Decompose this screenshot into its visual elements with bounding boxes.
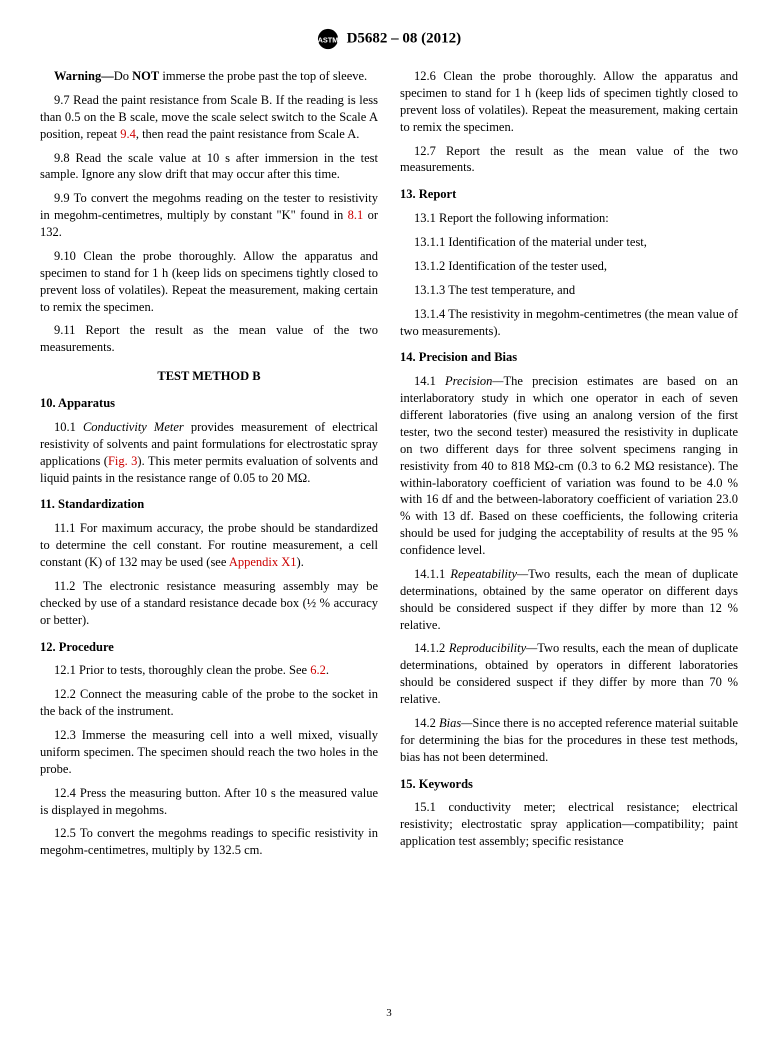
warning-rest: immerse the probe past the top of sleeve… xyxy=(159,69,367,83)
precision-term: Precision— xyxy=(445,374,504,388)
para-12-7: 12.7 Report the result as the mean value… xyxy=(400,143,738,177)
section-14-heading: 14. Precision and Bias xyxy=(400,349,738,366)
ref-9-4[interactable]: 9.4 xyxy=(120,127,136,141)
reproducibility-term: Reproducibility— xyxy=(449,641,537,655)
para-13-1-1: 13.1.1 Identification of the material un… xyxy=(400,234,738,251)
ref-appendix-x1[interactable]: Appendix X1 xyxy=(229,555,297,569)
body-columns: Warning—Do NOT immerse the probe past th… xyxy=(40,68,738,862)
ref-8-1[interactable]: 8.1 xyxy=(348,208,364,222)
section-13-heading: 13. Report xyxy=(400,186,738,203)
para-12-2: 12.2 Connect the measuring cable of the … xyxy=(40,686,378,720)
section-11-heading: 11. Standardization xyxy=(40,496,378,513)
para-14-2: 14.2 Bias—Since there is no accepted ref… xyxy=(400,715,738,766)
para-11-1: 11.1 For maximum accuracy, the probe sho… xyxy=(40,520,378,571)
para-14-1-num: 14.1 xyxy=(414,374,445,388)
para-11-2: 11.2 The electronic resistance measuring… xyxy=(40,578,378,629)
section-10-heading: 10. Apparatus xyxy=(40,395,378,412)
test-method-b-heading: TEST METHOD B xyxy=(40,368,378,385)
document-header: ASTM D5682 – 08 (2012) xyxy=(40,28,738,50)
warning-text: Do xyxy=(114,69,132,83)
para-13-1-2: 13.1.2 Identification of the tester used… xyxy=(400,258,738,275)
para-14-1-1: 14.1.1 Repeatability—Two results, each t… xyxy=(400,566,738,634)
bias-term: Bias— xyxy=(439,716,472,730)
para-14-1-2: 14.1.2 Reproducibility—Two results, each… xyxy=(400,640,738,708)
para-9-9: 9.9 To convert the megohms reading on th… xyxy=(40,190,378,241)
designation: D5682 – 08 (2012) xyxy=(347,30,462,46)
para-14-1: 14.1 Precision—The precision estimates a… xyxy=(400,373,738,559)
ref-fig-3[interactable]: Fig. 3 xyxy=(108,454,137,468)
para-13-1: 13.1 Report the following information: xyxy=(400,210,738,227)
para-9-10: 9.10 Clean the probe thoroughly. Allow t… xyxy=(40,248,378,316)
para-14-1-2-num: 14.1.2 xyxy=(414,641,449,655)
para-9-9-text: 9.9 To convert the megohms reading on th… xyxy=(40,191,378,222)
para-15-1: 15.1 conductivity meter; electrical resi… xyxy=(400,799,738,850)
para-13-1-4: 13.1.4 The resistivity in megohm-centime… xyxy=(400,306,738,340)
warning-label: Warning— xyxy=(54,69,114,83)
para-12-6: 12.6 Clean the probe thoroughly. Allow t… xyxy=(400,68,738,136)
section-12-heading: 12. Procedure xyxy=(40,639,378,656)
para-11-1-rest: ). xyxy=(297,555,304,569)
para-14-1-text: The precision estimates are based on an … xyxy=(400,374,738,557)
warning-not: NOT xyxy=(132,69,159,83)
warning-paragraph: Warning—Do NOT immerse the probe past th… xyxy=(40,68,378,85)
para-14-2-num: 14.2 xyxy=(414,716,439,730)
para-12-1-text: 12.1 Prior to tests, thoroughly clean th… xyxy=(54,663,310,677)
para-12-4: 12.4 Press the measuring button. After 1… xyxy=(40,785,378,819)
para-10-1: 10.1 Conductivity Meter provides measure… xyxy=(40,419,378,487)
para-12-5: 12.5 To convert the megohms readings to … xyxy=(40,825,378,859)
para-13-1-3: 13.1.3 The test temperature, and xyxy=(400,282,738,299)
ref-6-2[interactable]: 6.2 xyxy=(310,663,326,677)
para-9-8: 9.8 Read the scale value at 10 s after i… xyxy=(40,150,378,184)
section-15-heading: 15. Keywords xyxy=(400,776,738,793)
para-12-1: 12.1 Prior to tests, thoroughly clean th… xyxy=(40,662,378,679)
para-10-1-num: 10.1 xyxy=(54,420,83,434)
para-12-1-rest: . xyxy=(326,663,329,677)
para-14-1-1-num: 14.1.1 xyxy=(414,567,450,581)
page-number: 3 xyxy=(386,1006,392,1021)
conductivity-meter-term: Conductivity Meter xyxy=(83,420,184,434)
astm-logo-icon: ASTM xyxy=(317,28,339,50)
svg-text:ASTM: ASTM xyxy=(317,36,338,45)
repeatability-term: Repeatability— xyxy=(450,567,528,581)
para-9-7: 9.7 Read the paint resistance from Scale… xyxy=(40,92,378,143)
para-9-7-rest: , then read the paint resistance from Sc… xyxy=(136,127,360,141)
para-12-3: 12.3 Immerse the measuring cell into a w… xyxy=(40,727,378,778)
para-11-1-text: 11.1 For maximum accuracy, the probe sho… xyxy=(40,521,378,569)
para-9-11: 9.11 Report the result as the mean value… xyxy=(40,322,378,356)
